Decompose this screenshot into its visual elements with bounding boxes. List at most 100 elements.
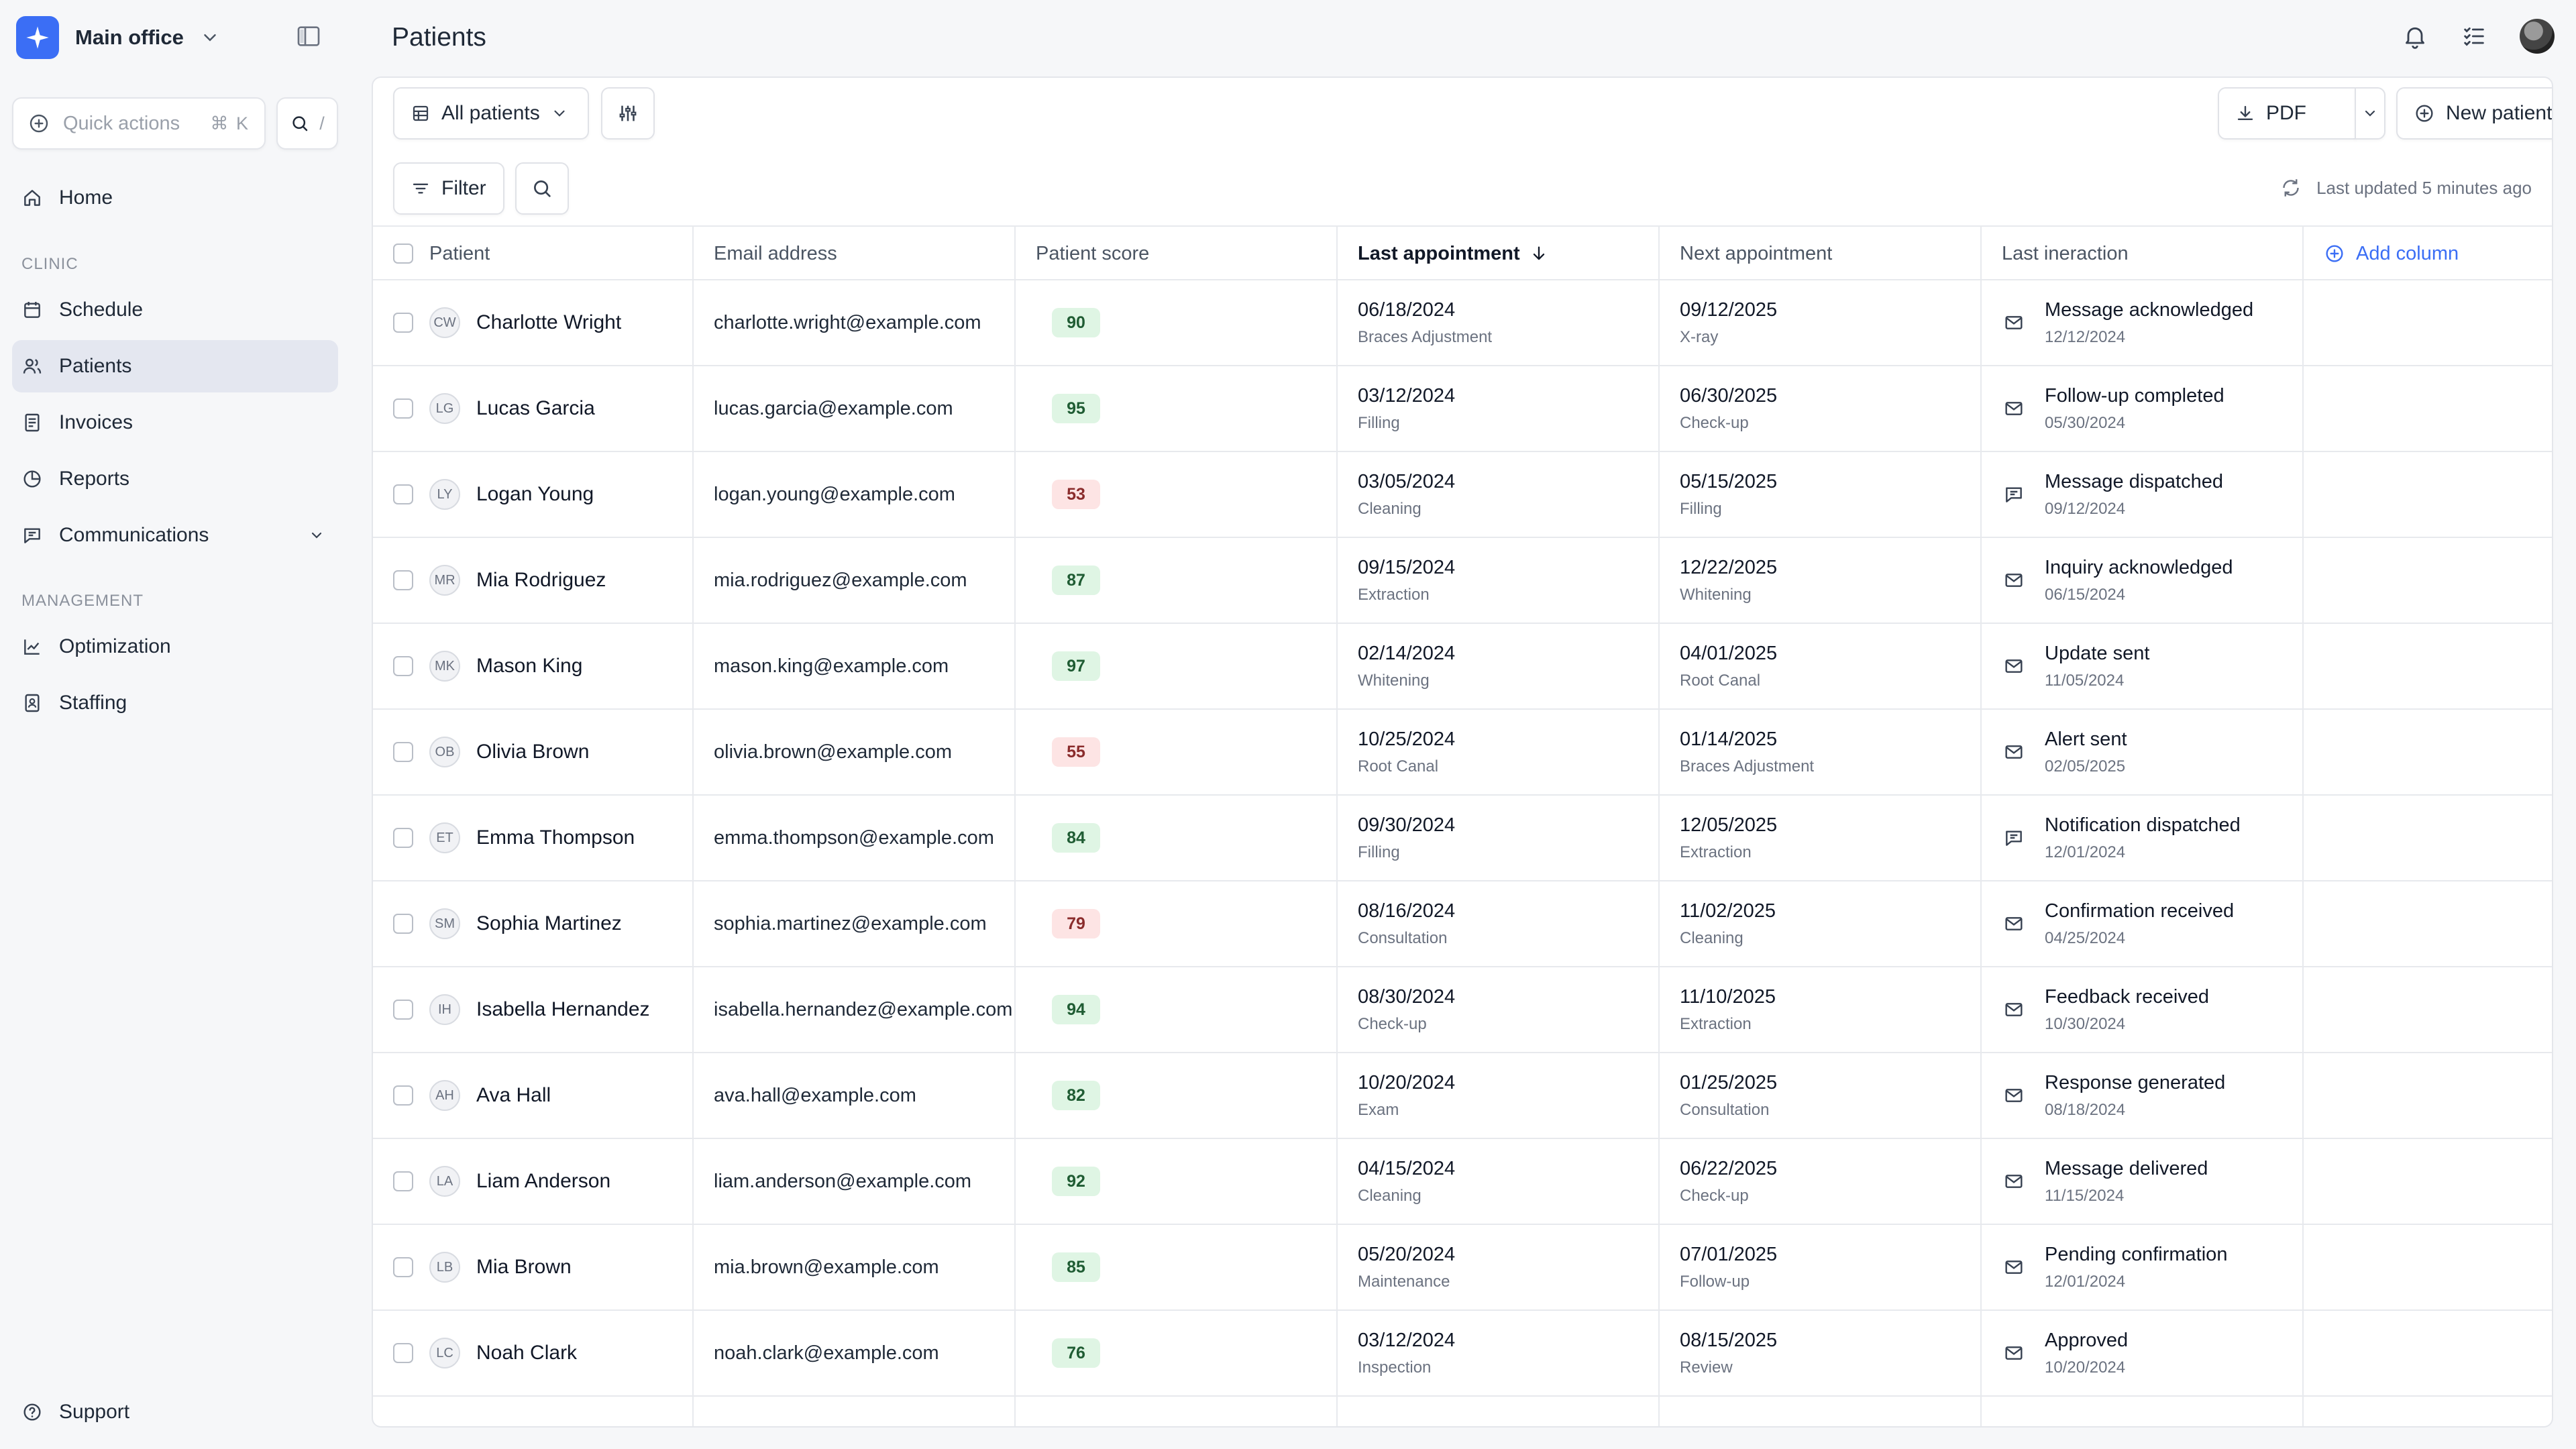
patient-score-badge: 55 [1052,737,1100,767]
patient-name[interactable]: Noah Clark [476,1342,578,1364]
patient-name[interactable]: Lucas Garcia [476,397,595,419]
mail-icon [2003,741,2025,763]
patient-name[interactable]: Logan Young [476,483,594,505]
new-patient-button[interactable]: New patient [2396,87,2552,140]
patient-email: liam.anderson@example.com [714,1170,972,1192]
patient-name[interactable]: Mia Brown [476,1256,572,1278]
table-row[interactable]: LA Liam Anderson liam.anderson@example.c… [373,1139,2552,1225]
quick-actions-input[interactable]: Quick actions ⌘ K [12,97,266,150]
table-row[interactable]: OB Olivia Brown olivia.brown@example.com… [373,710,2552,796]
patient-name[interactable]: Charlotte Wright [476,311,622,333]
col-score[interactable]: Patient score [1036,242,1150,264]
nav-home[interactable]: Home [12,172,338,224]
row-checkbox[interactable] [393,914,413,934]
table-search-button[interactable] [515,162,569,215]
task-list-icon[interactable] [2461,23,2487,50]
table-row[interactable]: SM Sophia Martinez sophia.martinez@examp… [373,881,2552,967]
col-patient[interactable]: Patient [429,242,490,264]
pdf-export-button[interactable]: PDF [2218,87,2356,140]
next-appointment-type: Braces Adjustment [1680,757,1815,775]
last-appointment-date: 08/30/2024 [1358,985,1456,1008]
col-last-interaction[interactable]: Last ineraction [2002,242,2129,264]
table-row[interactable]: CW Charlotte Wright charlotte.wright@exa… [373,280,2552,366]
patient-email: mason.king@example.com [714,655,949,677]
message-icon [21,525,43,546]
next-appointment-type: Whitening [1680,585,1752,604]
patient-name[interactable]: Mia Rodriguez [476,569,606,591]
row-checkbox[interactable] [393,742,413,762]
patient-name[interactable]: Liam Anderson [476,1170,611,1192]
row-checkbox[interactable] [393,570,413,590]
row-checkbox[interactable] [393,1343,413,1363]
next-appointment-type: Extraction [1680,843,1752,861]
row-checkbox[interactable] [393,656,413,676]
table-row[interactable]: MK Mason King mason.king@example.com 97 … [373,624,2552,710]
nav-support[interactable]: Support [12,1386,338,1438]
view-selector[interactable]: All patients [393,87,589,140]
col-next-appointment[interactable]: Next appointment [1680,242,1833,264]
column-settings-button[interactable] [601,87,655,140]
patient-initials-avatar: SM [429,908,460,939]
row-checkbox[interactable] [393,313,413,333]
row-checkbox[interactable] [393,828,413,848]
last-interaction-text: Message dispatched [2045,470,2223,492]
patient-name[interactable]: Emma Thompson [476,826,635,849]
table-row[interactable]: LB Mia Brown mia.brown@example.com 85 05… [373,1225,2552,1311]
refresh-icon[interactable] [2279,176,2303,200]
last-appointment-type: Check-up [1358,1014,1427,1033]
patient-score-badge: 94 [1052,995,1100,1024]
add-column-button[interactable]: Add column [2324,227,2459,280]
mail-icon [2003,655,2025,677]
last-interaction-text: Issue resolved [2045,1425,2170,1427]
table-row[interactable]: AH Ava Hall ava.hall@example.com 82 10/2… [373,1053,2552,1139]
row-checkbox[interactable] [393,398,413,419]
last-interaction-date: 04/25/2024 [2045,928,2126,947]
section-clinic: CLINIC [21,255,78,273]
select-all-checkbox[interactable] [393,244,413,264]
row-checkbox[interactable] [393,1257,413,1277]
row-checkbox[interactable] [393,484,413,504]
nav-patients[interactable]: Patients [12,340,338,392]
nav-reports-label: Reports [59,468,130,490]
filter-button[interactable]: Filter [393,162,504,215]
patient-name[interactable]: Isabella Hernandez [476,998,650,1020]
nav-optimization[interactable]: Optimization [12,621,338,673]
patient-name[interactable]: Mason King [476,655,583,677]
line-chart-icon [21,636,43,657]
nav-optimization-label: Optimization [59,635,171,657]
quick-actions-placeholder: Quick actions [63,112,180,134]
nav-reports[interactable]: Reports [12,453,338,505]
patient-name[interactable]: Olivia Brown [476,741,590,763]
table-row[interactable]: LG Lucas Garcia lucas.garcia@example.com… [373,366,2552,452]
quick-actions-shortcut: ⌘ K [210,113,250,133]
search-icon [290,113,310,133]
sidebar-toggle-icon[interactable] [295,23,322,50]
table-row[interactable]: MR Mia Rodriguez mia.rodriguez@example.c… [373,538,2552,624]
patient-initials-avatar: LG [429,393,460,424]
last-interaction-date: 09/12/2024 [2045,499,2126,518]
next-appointment-date: 07/01/2025 [1680,1243,1778,1265]
sidebar-search-button[interactable]: / [276,97,338,150]
row-checkbox[interactable] [393,1085,413,1106]
table-row[interactable]: LC Noah Clark noah.clark@example.com 76 … [373,1311,2552,1397]
pdf-options-button[interactable] [2355,87,2385,140]
col-email[interactable]: Email address [714,242,837,264]
patient-name[interactable]: Ava Hall [476,1084,551,1106]
patient-name[interactable]: Sophia Martinez [476,912,622,934]
nav-schedule[interactable]: Schedule [12,284,338,336]
row-checkbox[interactable] [393,1000,413,1020]
table-row[interactable]: IH Isabella Hernandez isabella.hernandez… [373,967,2552,1053]
nav-staffing[interactable]: Staffing [12,677,338,729]
mail-icon [2003,913,2025,934]
table-row[interactable]: LY Logan Young logan.young@example.com 5… [373,452,2552,538]
table-row[interactable]: ET Emma Thompson emma.thompson@example.c… [373,796,2552,881]
row-checkbox[interactable] [393,1171,413,1191]
col-last-appointment[interactable]: Last appointment [1358,227,1548,280]
patient-initials-avatar: ET [429,822,460,853]
user-avatar[interactable] [2520,19,2555,54]
nav-invoices[interactable]: Invoices [12,396,338,449]
nav-communications[interactable]: Communications [12,509,338,561]
bell-icon[interactable] [2402,23,2428,50]
table-row[interactable]: 04/30/2024 09/10/2025 Issue resolved [373,1397,2552,1427]
org-switcher[interactable]: Main office [16,16,338,59]
